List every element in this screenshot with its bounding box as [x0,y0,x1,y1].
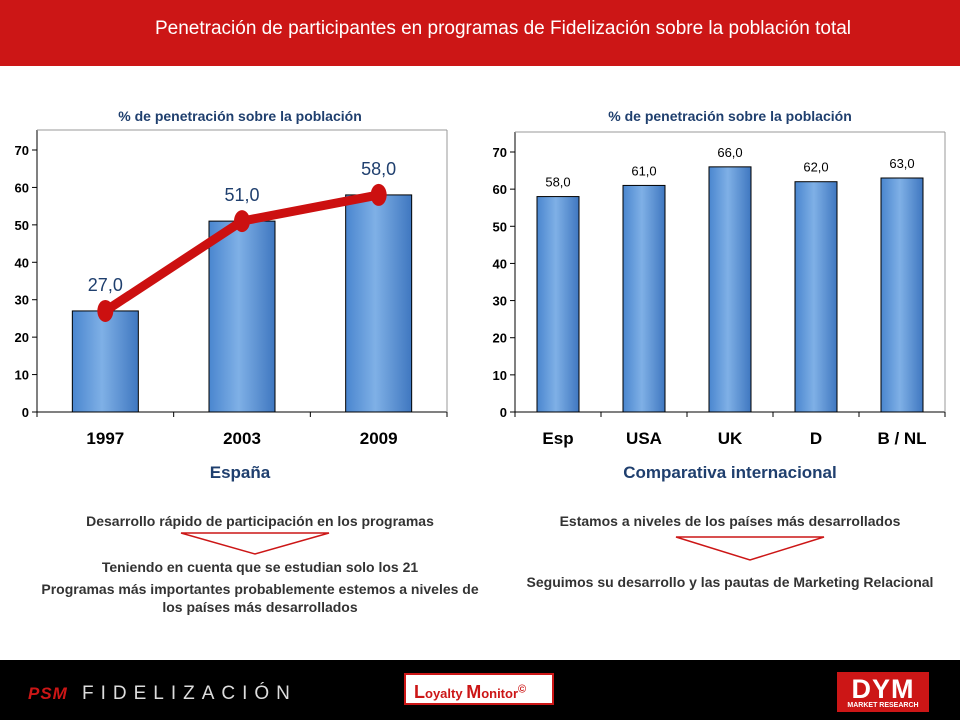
note-left-top: Desarrollo rápido de participación en lo… [86,513,434,529]
x-tick-label: USA [626,429,662,448]
bar [536,196,580,413]
bar [622,184,666,413]
note-left-bottom-2: Programas más importantes probablemente … [41,581,479,615]
y-tick-label: 50 [15,218,29,233]
y-tick-label: 20 [15,330,29,345]
page-title: Penetración de participantes en programa… [155,18,852,39]
data-label: 66,0 [717,145,742,160]
y-tick-label: 40 [493,256,507,271]
bar [71,310,139,413]
chart-international-caption: Comparativa internacional [623,463,837,482]
x-tick-label: 1997 [86,429,124,448]
y-tick-label: 0 [500,405,507,420]
header-bar: Penetración de participantes en programa… [0,0,960,66]
chart-spain-caption: España [209,463,271,482]
down-arrow-icon [675,536,825,561]
bar [794,181,838,413]
y-tick-label: 30 [15,293,29,308]
down-arrow-icon [180,532,330,555]
chart-international-title: % de penetración sobre la población [608,108,852,124]
x-tick-label: UK [718,429,743,448]
y-tick-label: 70 [15,143,29,158]
y-tick-label: 50 [493,219,507,234]
loyalty-monitor-logo: Loyalty Monitor© [404,673,554,705]
chart-international: 0 10 20 30 40 50 60 70 Esp USA UK D B / NL 58,0 61,0 66… [493,131,946,448]
note-right-bottom: Seguimos su desarrollo y las pautas de M… [526,574,934,590]
y-tick-label: 30 [493,294,507,309]
y-tick-label: 60 [493,182,507,197]
bar [880,177,924,413]
loyalty-monitor-text: Loyalty Monitor© [414,682,527,702]
note-right-top: Estamos a niveles de los países más desa… [559,513,901,529]
data-label: 63,0 [889,156,914,171]
bar [208,220,276,413]
x-tick-label: D [810,429,822,448]
chart-spain-title: % de penetración sobre la población [118,108,362,124]
bar [345,194,413,413]
y-tick-label: 70 [493,145,507,160]
x-tick-label: Esp [542,429,573,448]
data-label: 58,0 [361,159,396,179]
y-tick-label: 10 [15,368,29,383]
x-tick-label: 2003 [223,429,261,448]
psm-logo: PSM [28,684,68,703]
note-left-bottom-1: Teniendo en cuenta que se estudian solo … [101,559,419,575]
data-label: 51,0 [224,185,259,205]
y-tick-label: 20 [493,331,507,346]
y-tick-label: 40 [15,255,29,270]
bar [708,166,752,413]
x-tick-label: B / NL [877,429,926,448]
series-point [234,210,250,233]
series-point [97,299,114,322]
y-tick-label: 10 [493,368,507,383]
y-tick-label: 60 [15,180,29,195]
x-tick-label: 2009 [360,429,398,448]
chart-spain: 0 10 20 30 40 50 60 70 1997 2003 2009 27,0 51,0 58,0 [15,129,448,448]
footer-tagline: FIDELIZACIÓN [82,683,297,704]
series-point [370,183,387,206]
data-label: 58,0 [545,175,570,190]
data-label: 27,0 [88,275,123,295]
data-label: 62,0 [803,160,828,175]
dym-logo: DYM MARKET RESEARCH [837,672,929,712]
data-label: 61,0 [631,163,656,178]
y-tick-label: 0 [22,405,29,420]
